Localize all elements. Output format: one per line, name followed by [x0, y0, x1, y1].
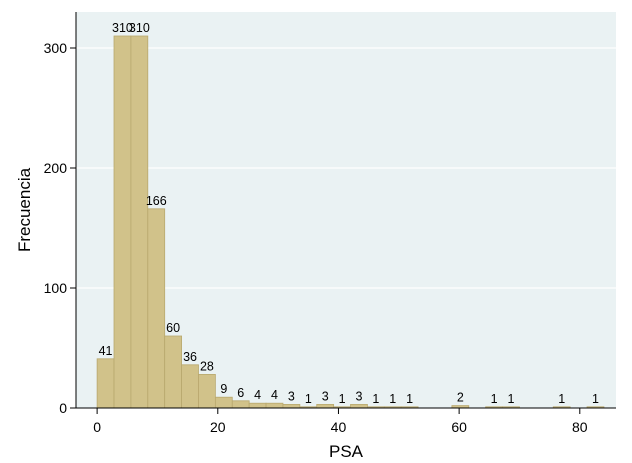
- x-axis-title: PSA: [329, 442, 364, 461]
- bar: [316, 403, 335, 409]
- data-label: 36: [183, 350, 197, 364]
- data-label: 4: [271, 388, 278, 402]
- bar: [164, 335, 182, 409]
- data-label: 60: [166, 321, 180, 335]
- y-axis-title: Frecuencia: [15, 167, 34, 252]
- bar: [231, 400, 250, 409]
- bar: [198, 373, 216, 409]
- bar: [248, 402, 267, 409]
- bar: [181, 364, 199, 409]
- bar: [130, 35, 149, 409]
- data-label: 9: [220, 382, 227, 396]
- data-label: 310: [129, 21, 150, 35]
- data-label: 41: [99, 344, 113, 358]
- data-label: 3: [322, 389, 329, 403]
- y-tick-label: 0: [59, 400, 67, 416]
- bar: [350, 403, 368, 409]
- data-label: 310: [112, 21, 133, 35]
- data-label: 1: [558, 392, 565, 406]
- data-label: 3: [355, 389, 362, 403]
- bar: [282, 403, 301, 409]
- y-tick-label: 200: [44, 160, 68, 176]
- data-label: 1: [491, 392, 498, 406]
- data-label: 1: [339, 392, 346, 406]
- axes-group: 0 100 200 300 0 20 40 60 80: [44, 12, 616, 435]
- bar: [96, 358, 115, 409]
- x-tick-label: 60: [451, 419, 467, 435]
- data-label: 1: [372, 392, 379, 406]
- x-tick-label: 80: [572, 419, 588, 435]
- data-label: 1: [406, 392, 413, 406]
- bar: [214, 396, 233, 409]
- data-label: 4: [254, 388, 261, 402]
- bar: [265, 402, 284, 409]
- data-label: 1: [592, 392, 599, 406]
- data-label: 1: [389, 392, 396, 406]
- data-label: 6: [237, 386, 244, 400]
- x-tick-label: 0: [93, 419, 101, 435]
- bars-group: [96, 35, 605, 409]
- y-tick-label: 100: [44, 280, 68, 296]
- bar: [113, 35, 132, 409]
- data-label: 28: [200, 359, 214, 373]
- data-label: 2: [457, 391, 464, 405]
- grid-lines: [76, 47, 616, 289]
- data-label: 1: [305, 392, 312, 406]
- data-label: 1: [508, 392, 515, 406]
- data-label: 3: [288, 389, 295, 403]
- bar: [147, 208, 166, 409]
- x-tick-label: 40: [331, 419, 347, 435]
- x-tick-label: 20: [210, 419, 226, 435]
- data-label: 166: [146, 194, 167, 208]
- y-tick-label: 300: [44, 40, 68, 56]
